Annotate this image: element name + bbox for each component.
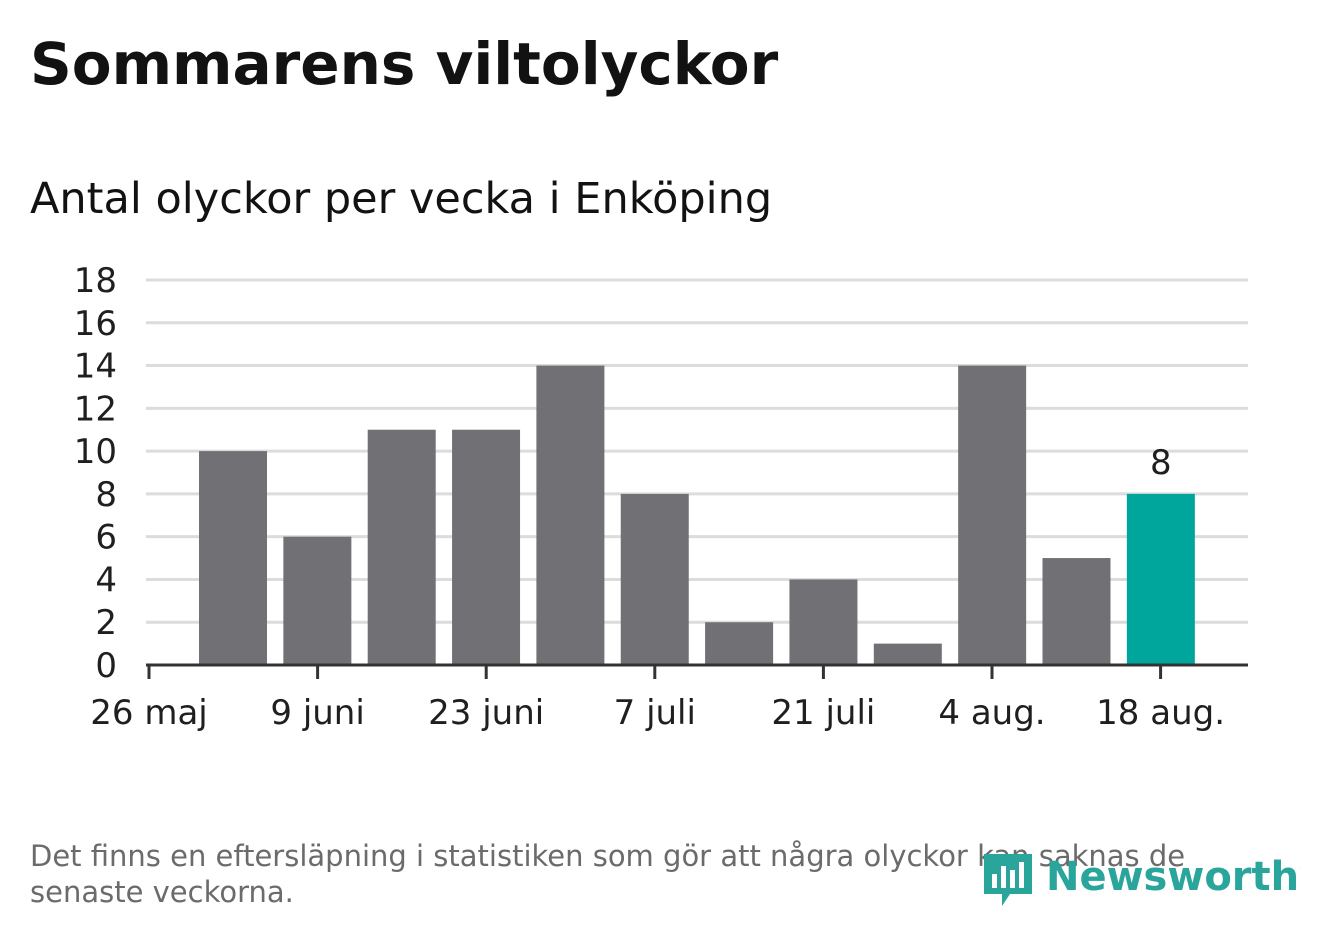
y-tick-label: 2 (95, 603, 117, 643)
bar (199, 451, 267, 665)
bar (789, 579, 858, 665)
bar (873, 643, 942, 665)
bar (367, 429, 436, 665)
x-tick-label: 4 aug. (938, 693, 1045, 733)
bar-highlight (1126, 493, 1195, 665)
bar (958, 365, 1027, 665)
y-tick-label: 4 (95, 560, 117, 600)
x-tick-label: 26 maj (90, 693, 207, 733)
chart-subtitle: Antal olyckor per vecka i Enköping (30, 174, 773, 224)
y-tick-label: 14 (74, 347, 117, 387)
y-tick-label: 10 (74, 432, 117, 472)
x-tick-label: 21 juli (771, 693, 875, 733)
bar (705, 622, 774, 665)
x-tick-label: 18 aug. (1096, 693, 1225, 733)
x-tick-label: 23 juni (428, 693, 544, 733)
newsworthy-bars-icon (984, 854, 1032, 906)
y-tick-label: 16 (74, 304, 117, 344)
grid-lines (146, 278, 1248, 624)
bar (283, 536, 352, 665)
bar (536, 365, 605, 665)
x-tick-label: 7 juli (614, 693, 696, 733)
y-tick-label: 6 (95, 518, 117, 558)
y-tick-label: 0 (95, 646, 117, 686)
x-axis: 26 maj 9 juni 23 juni 7 juli 21 juli 4 aug. 18… (90, 663, 1248, 733)
logo-text: Newsworthy (1046, 854, 1300, 900)
newsworthy-logo: Newsworthy (984, 854, 1300, 906)
y-tick-label: 8 (95, 475, 117, 515)
x-tick-label: 9 juni (270, 693, 364, 733)
data-label: 8 (1150, 443, 1172, 483)
bar (1042, 558, 1111, 665)
bar (620, 493, 689, 665)
y-tick-label: 18 (74, 261, 117, 301)
bar (452, 429, 521, 665)
y-tick-label: 12 (74, 389, 117, 429)
chart-title: Sommarens viltolyckor (30, 30, 779, 98)
bars: 8 (199, 365, 1195, 665)
